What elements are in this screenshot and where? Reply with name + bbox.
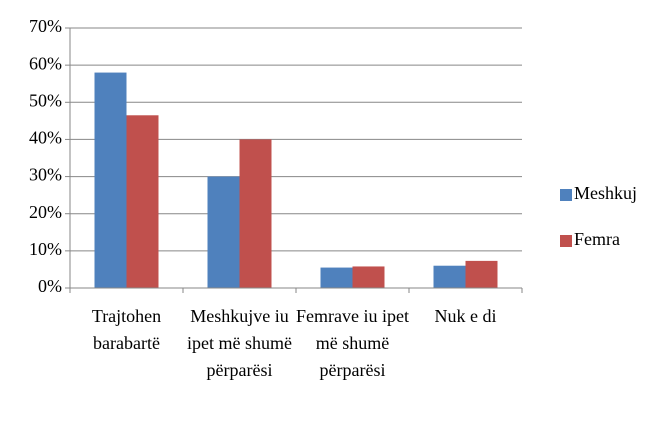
bar <box>94 72 127 288</box>
y-tick-label: 10% <box>29 239 62 259</box>
x-tick-label: Trajtohen barabartë <box>91 306 162 353</box>
bar <box>239 139 272 288</box>
y-tick-label: 50% <box>29 90 62 110</box>
y-tick-label: 60% <box>29 53 62 73</box>
legend-swatch <box>560 189 572 201</box>
y-tick-label: 40% <box>29 128 62 148</box>
bar <box>433 265 466 288</box>
y-tick-label: 0% <box>38 276 62 296</box>
legend-label: Femra <box>574 229 620 249</box>
x-tick-label: Femrave iu ipet më shumë përparësi <box>296 306 409 380</box>
bar <box>126 115 159 289</box>
y-tick-label: 20% <box>29 202 62 222</box>
y-tick-label: 30% <box>29 165 62 185</box>
y-tick-label: 70% <box>29 16 62 36</box>
legend-label: Meshkuj <box>574 183 637 203</box>
x-tick-label: Meshkujve iu ipet më shumë përparësi <box>187 306 292 380</box>
x-tick-label: Nuk e di <box>434 306 497 326</box>
bar <box>207 176 240 288</box>
bar <box>352 266 385 288</box>
bar <box>320 267 353 288</box>
bar <box>465 260 498 288</box>
legend-swatch <box>560 235 572 247</box>
